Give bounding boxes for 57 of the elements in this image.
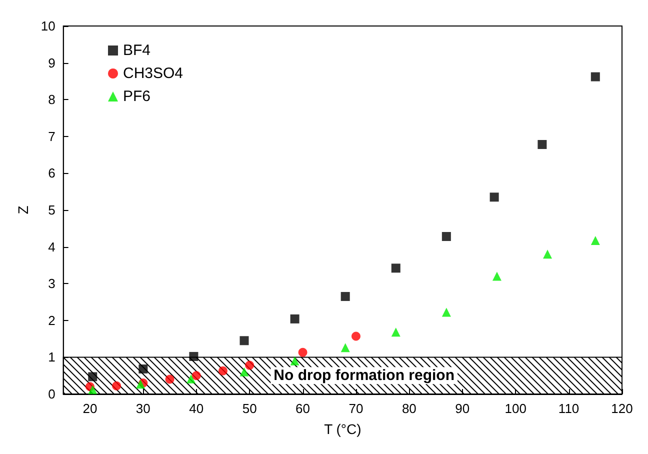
point: [538, 140, 547, 149]
point: [240, 336, 249, 346]
y-tick-label: 5: [48, 202, 56, 218]
point: [492, 272, 502, 281]
point: [186, 374, 196, 384]
legend-label: CH3SO4: [123, 65, 184, 82]
x-tick-label: 80: [402, 401, 416, 416]
x-axis-title: T (°C): [324, 421, 362, 437]
point: [165, 374, 174, 384]
point: [138, 364, 148, 374]
x-tick-label: 100: [504, 401, 526, 416]
legend-label: BF4: [123, 42, 151, 59]
point: [88, 385, 98, 394]
band-label: No drop formation region: [274, 367, 454, 384]
y-tick-label: 2: [48, 312, 56, 328]
x-tick-label: 20: [82, 401, 98, 416]
point: [192, 371, 201, 380]
point: [590, 236, 600, 246]
y-tick-label: 3: [48, 276, 56, 292]
x-tick-label: 90: [455, 401, 470, 416]
point: [240, 367, 249, 376]
y-tick-label: 7: [48, 128, 56, 144]
point: [490, 192, 499, 202]
point: [290, 356, 300, 366]
point: [88, 372, 98, 382]
point: [391, 328, 400, 337]
x-tick-label: 70: [348, 401, 364, 416]
x-tick-label: 110: [558, 401, 580, 416]
x-tick-label: 120: [611, 401, 633, 416]
point: [391, 264, 400, 273]
point: [590, 72, 600, 82]
y-axis-title: Z: [15, 205, 31, 214]
y-tick-label: 8: [48, 92, 56, 108]
point: [442, 308, 451, 317]
point: [543, 250, 552, 259]
legend-label: PF6: [123, 88, 151, 105]
point: [136, 380, 146, 389]
y-tick-label: 4: [48, 239, 56, 254]
y-tick-label: 1: [48, 350, 56, 365]
point: [298, 348, 308, 357]
y-tick-label: 6: [48, 166, 56, 181]
y-tick-label: 9: [48, 55, 56, 70]
point: [340, 292, 350, 301]
x-tick-label: 50: [242, 401, 257, 416]
point: [340, 343, 350, 352]
point: [290, 314, 300, 324]
point: [442, 232, 451, 241]
point: [189, 352, 198, 361]
point: [351, 332, 360, 341]
point: [112, 381, 122, 390]
y-tick-label: 0: [48, 386, 56, 402]
x-tick-label: 40: [189, 401, 204, 416]
x-tick-label: 60: [296, 401, 310, 416]
x-tick-label: 30: [136, 401, 150, 416]
point: [245, 360, 254, 370]
point: [218, 366, 228, 376]
y-tick-label: 10: [40, 18, 56, 34]
